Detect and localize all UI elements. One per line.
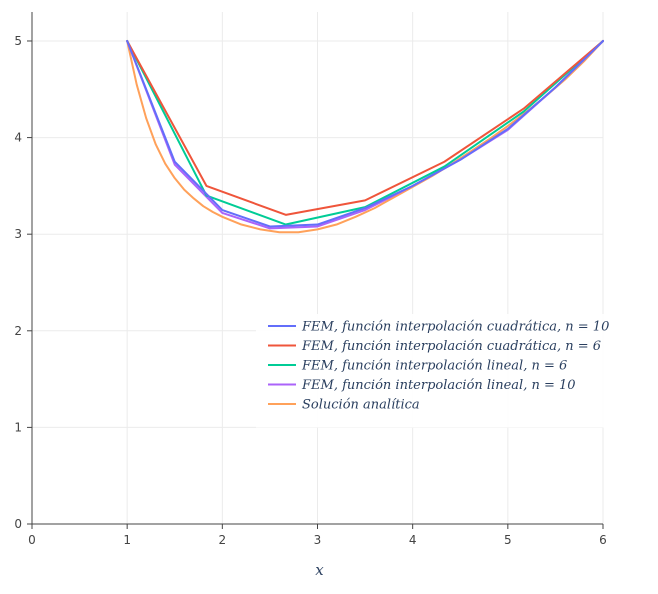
legend-label: Solución analítica bbox=[302, 398, 420, 413]
legend-label: FEM, función interpolación cuadrática, n… bbox=[301, 320, 609, 335]
series-line-2 bbox=[126, 39, 604, 216]
legend-label: FEM, función interpolación lineal, n = 1… bbox=[301, 378, 576, 393]
series-lines bbox=[126, 39, 604, 234]
x-axis-title: x bbox=[315, 561, 324, 579]
y-tick-label: 0 bbox=[14, 517, 22, 531]
series-line-3 bbox=[126, 39, 604, 226]
y-tick-label: 2 bbox=[14, 324, 22, 338]
x-tick-label: 2 bbox=[219, 533, 227, 547]
legend-item[interactable]: FEM, función interpolación cuadrática, n… bbox=[268, 339, 601, 354]
legend-item[interactable]: FEM, función interpolación lineal, n = 6 bbox=[268, 359, 567, 374]
x-tick-label: 1 bbox=[123, 533, 131, 547]
legend-item[interactable]: FEM, función interpolación cuadrática, n… bbox=[268, 320, 609, 335]
series-line-5 bbox=[126, 39, 604, 234]
legend-label: FEM, función interpolación cuadrática, n… bbox=[301, 339, 601, 354]
legend-background bbox=[256, 314, 606, 428]
legend[interactable]: FEM, función interpolación cuadrática, n… bbox=[256, 314, 609, 428]
legend-label: FEM, función interpolación lineal, n = 6 bbox=[301, 359, 567, 374]
y-tick-label: 3 bbox=[14, 227, 22, 241]
x-tick-label: 3 bbox=[314, 533, 322, 547]
series-line-1 bbox=[126, 39, 604, 228]
x-tick-label: 6 bbox=[599, 533, 607, 547]
y-tick-label: 5 bbox=[14, 34, 22, 48]
x-tick-label: 0 bbox=[28, 533, 36, 547]
legend-item[interactable]: Solución analítica bbox=[268, 398, 420, 413]
y-tick-label: 1 bbox=[14, 420, 22, 434]
grid-lines bbox=[32, 12, 604, 524]
x-tick-label: 4 bbox=[409, 533, 417, 547]
axes: 0 1 2 3 4 5 6 0 1 2 3 4 5 bbox=[14, 12, 607, 547]
y-tick-label: 4 bbox=[14, 131, 22, 145]
x-tick-label: 5 bbox=[504, 533, 512, 547]
legend-item[interactable]: FEM, función interpolación lineal, n = 1… bbox=[268, 378, 576, 393]
